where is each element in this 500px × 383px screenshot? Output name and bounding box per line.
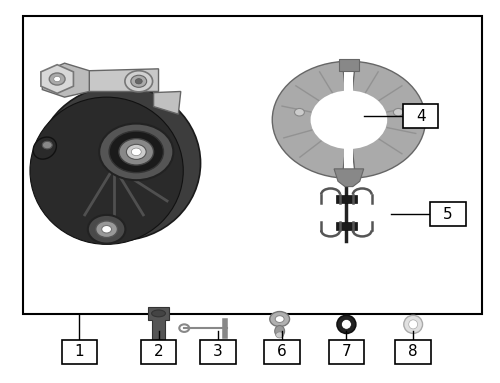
Circle shape bbox=[54, 76, 60, 82]
Bar bbox=[344, 56, 354, 95]
Circle shape bbox=[294, 108, 304, 116]
Wedge shape bbox=[349, 62, 426, 178]
Bar bbox=[344, 142, 354, 182]
Text: 2: 2 bbox=[154, 344, 164, 359]
Circle shape bbox=[126, 144, 146, 159]
Circle shape bbox=[109, 131, 164, 173]
Circle shape bbox=[152, 339, 165, 349]
Circle shape bbox=[276, 332, 283, 338]
Text: 6: 6 bbox=[278, 344, 287, 359]
Polygon shape bbox=[148, 308, 170, 344]
Ellipse shape bbox=[274, 326, 284, 337]
Circle shape bbox=[99, 124, 174, 180]
Ellipse shape bbox=[408, 320, 418, 329]
Bar bbox=[22, 16, 482, 314]
Circle shape bbox=[119, 139, 154, 165]
Polygon shape bbox=[90, 69, 158, 92]
Circle shape bbox=[96, 221, 118, 237]
Ellipse shape bbox=[30, 97, 183, 244]
Circle shape bbox=[42, 141, 52, 149]
Bar bbox=[140, 340, 176, 364]
Circle shape bbox=[125, 71, 152, 92]
Circle shape bbox=[132, 148, 141, 155]
Ellipse shape bbox=[33, 137, 56, 159]
Text: 3: 3 bbox=[213, 344, 222, 359]
Polygon shape bbox=[42, 63, 90, 97]
Wedge shape bbox=[272, 62, 349, 178]
Text: 4: 4 bbox=[416, 108, 426, 123]
Text: 7: 7 bbox=[342, 344, 351, 359]
Text: 5: 5 bbox=[443, 207, 452, 222]
Polygon shape bbox=[41, 65, 74, 93]
Bar bbox=[396, 340, 431, 364]
Bar bbox=[403, 104, 438, 128]
Circle shape bbox=[88, 215, 126, 244]
Circle shape bbox=[270, 311, 289, 327]
Circle shape bbox=[102, 226, 112, 233]
Polygon shape bbox=[334, 169, 364, 187]
Ellipse shape bbox=[38, 86, 200, 241]
Circle shape bbox=[131, 75, 146, 87]
Wedge shape bbox=[312, 92, 356, 148]
Bar bbox=[339, 59, 359, 71]
Text: 1: 1 bbox=[74, 344, 84, 359]
Bar bbox=[62, 340, 97, 364]
Text: 8: 8 bbox=[408, 344, 418, 359]
Bar bbox=[200, 340, 235, 364]
Ellipse shape bbox=[337, 315, 356, 334]
Bar bbox=[336, 222, 357, 231]
Ellipse shape bbox=[404, 315, 422, 334]
Circle shape bbox=[275, 316, 284, 322]
Circle shape bbox=[394, 108, 404, 116]
Bar bbox=[430, 202, 466, 226]
Ellipse shape bbox=[152, 310, 166, 317]
Circle shape bbox=[50, 73, 65, 85]
Wedge shape bbox=[342, 92, 386, 148]
Bar bbox=[336, 195, 357, 203]
Bar bbox=[328, 340, 364, 364]
Polygon shape bbox=[154, 92, 181, 114]
Ellipse shape bbox=[310, 90, 387, 149]
Bar bbox=[264, 340, 300, 364]
Ellipse shape bbox=[342, 319, 351, 329]
Circle shape bbox=[136, 79, 142, 84]
